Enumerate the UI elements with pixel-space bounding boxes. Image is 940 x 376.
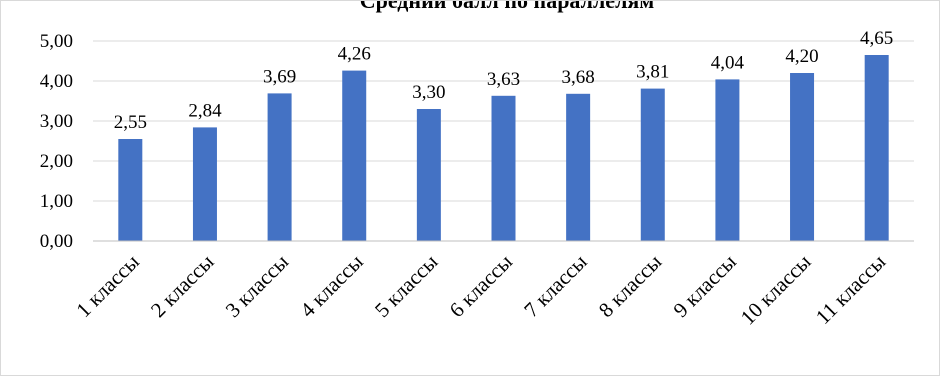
bars (118, 55, 889, 242)
data-label: 3,68 (562, 67, 595, 88)
bar (118, 139, 143, 241)
bar (640, 88, 665, 241)
bar (192, 127, 217, 241)
data-label: 4,04 (711, 52, 745, 73)
data-label: 3,30 (412, 82, 445, 103)
y-tick-label: 0,00 (40, 231, 73, 252)
y-tick-label: 1,00 (40, 191, 73, 212)
data-label: 3,69 (263, 66, 296, 87)
bar (267, 93, 292, 242)
x-category-label: 6 классы (445, 250, 517, 322)
x-category-label: 2 классы (146, 250, 218, 322)
x-category-label: 8 классы (594, 250, 666, 322)
x-category-label: 11 классы (811, 250, 890, 329)
bar (790, 73, 815, 241)
y-tick-label: 2,00 (40, 151, 73, 172)
x-category-label: 1 классы (71, 250, 143, 322)
x-category-label: 5 классы (370, 250, 442, 322)
chart-title: Средний балл по параллелям (360, 1, 655, 13)
x-category-label: 10 классы (736, 250, 816, 330)
x-category-label: 9 классы (668, 250, 740, 322)
y-tick-label: 4,00 (40, 71, 73, 92)
data-label: 4,65 (860, 28, 893, 49)
data-label: 3,81 (636, 62, 669, 83)
y-tick-label: 5,00 (40, 31, 73, 52)
x-category-label: 3 классы (221, 250, 293, 322)
bar (416, 109, 441, 241)
data-label: 2,55 (114, 112, 147, 133)
bar (566, 93, 591, 241)
bar (864, 55, 889, 241)
data-label: 4,20 (785, 46, 818, 67)
x-axis-category-labels: 1 классы 2 классы 3 классы 4 классы 5 классы… (71, 250, 890, 330)
bar (342, 70, 367, 241)
data-label: 4,26 (338, 44, 371, 65)
x-category-label: 7 классы (519, 250, 591, 322)
data-label: 2,84 (188, 100, 222, 121)
y-tick-label: 3,00 (40, 111, 73, 132)
x-category-label: 4 классы (295, 250, 367, 322)
data-label: 3,63 (487, 69, 520, 90)
bar (715, 79, 740, 242)
bar (491, 95, 516, 241)
y-axis-tick-labels: 0,00 1,00 2,00 3,00 4,00 5,00 (40, 31, 73, 252)
data-labels: 2,55 2,84 3,69 4,26 3,30 3,63 3,68 3,81 4,04 4,20… (114, 28, 894, 133)
